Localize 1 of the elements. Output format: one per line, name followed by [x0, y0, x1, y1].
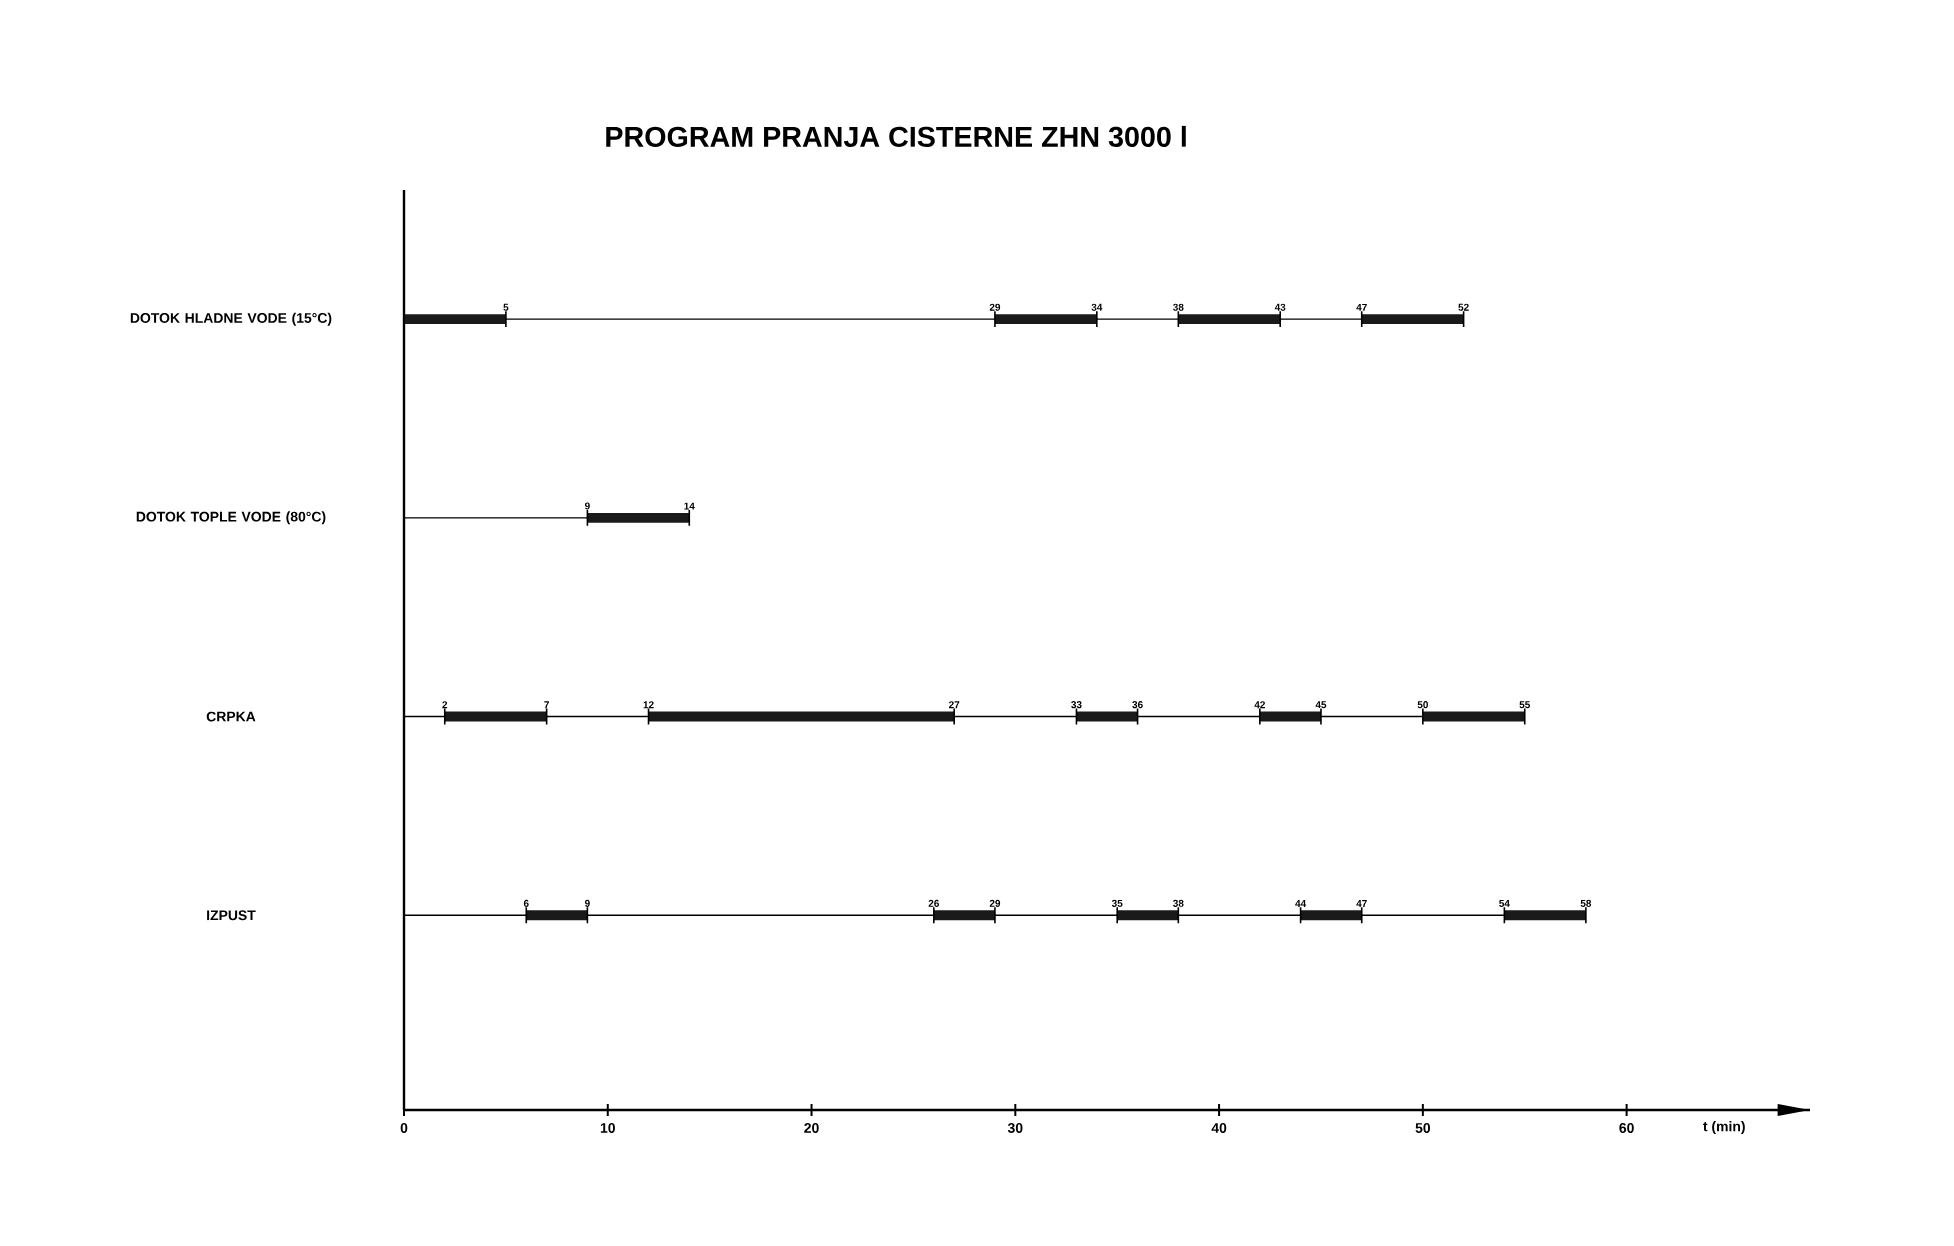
- chart-title: PROGRAM PRANJA CISTERNE ZHN 3000 l: [606, 125, 1186, 147]
